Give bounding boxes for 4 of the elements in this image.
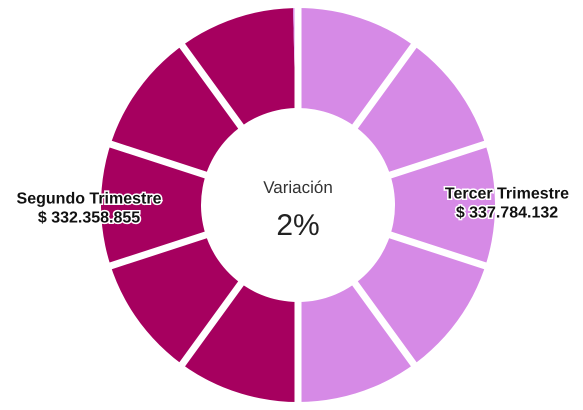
text: Variación (263, 178, 333, 197)
data-label: $ 337.784.132 (456, 204, 558, 222)
text: 2% (276, 209, 320, 242)
slice-label: Tercer Trimestre (444, 185, 570, 202)
